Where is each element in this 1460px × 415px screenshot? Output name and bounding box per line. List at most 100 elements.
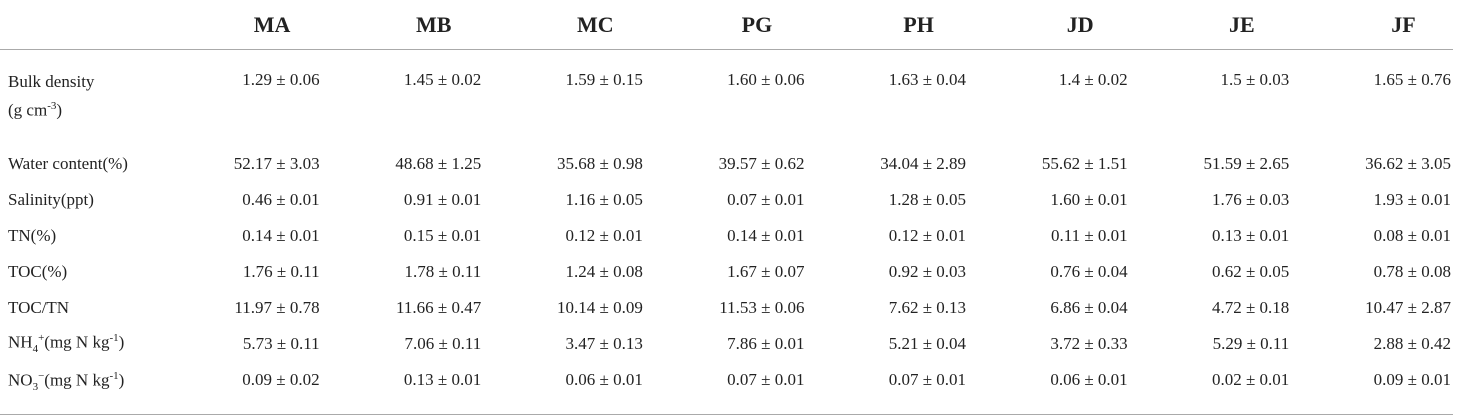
label-sup: − bbox=[38, 370, 45, 382]
cell: 52.17 ± 3.03 bbox=[233, 154, 320, 173]
column-header-text: MC bbox=[577, 11, 614, 37]
cell: 36.62 ± 3.05 bbox=[1365, 154, 1451, 173]
label-text: NH bbox=[8, 333, 33, 353]
row-label: TOC(%) bbox=[8, 262, 68, 281]
label-sub: 3 bbox=[32, 381, 39, 394]
cell: 11.66 ± 0.47 bbox=[396, 298, 482, 317]
cell: 0.12 ± 0.01 bbox=[888, 226, 967, 245]
cell: 0.12 ± 0.01 bbox=[565, 226, 643, 245]
column-header-text: MA bbox=[253, 11, 291, 37]
cell: 1.60 ± 0.06 bbox=[727, 70, 805, 89]
cell: 7.86 ± 0.01 bbox=[727, 334, 805, 353]
cell: 4.72 ± 0.18 bbox=[1211, 298, 1290, 317]
cell: 1.65 ± 0.76 bbox=[1373, 70, 1451, 89]
label-text: (g cm bbox=[8, 100, 48, 120]
label-sub: 4 bbox=[32, 343, 39, 356]
cell: 0.46 ± 0.01 bbox=[242, 190, 320, 209]
cell: 1.76 ± 0.03 bbox=[1211, 190, 1290, 209]
cell: 1.60 ± 0.01 bbox=[1050, 190, 1128, 209]
cell: 0.13 ± 0.01 bbox=[1211, 226, 1290, 245]
cell: 1.28 ± 0.05 bbox=[888, 190, 967, 209]
cell: 35.68 ± 0.98 bbox=[557, 154, 643, 173]
row-label: Salinity(ppt) bbox=[8, 190, 94, 209]
label-sup: -3 bbox=[47, 100, 57, 112]
column-header: PH bbox=[806, 0, 969, 50]
label-sup: -1 bbox=[109, 370, 119, 382]
cell: 0.07 ± 0.01 bbox=[806, 362, 969, 415]
cell: 0.13 ± 0.01 bbox=[321, 362, 484, 415]
row: TOC/TN 11.97 ± 0.78 11.66 ± 0.47 10.14 ± 0.… bbox=[0, 290, 1453, 326]
column-header-text: JE bbox=[1228, 11, 1255, 37]
column-header: JE bbox=[1129, 0, 1292, 50]
cell: 5.21 ± 0.04 bbox=[888, 334, 967, 353]
column-header-text: PH bbox=[903, 11, 934, 37]
cell: 0.11 ± 0.01 bbox=[1050, 226, 1128, 245]
cell: 3.72 ± 0.33 bbox=[1050, 334, 1128, 353]
cell: 6.86 ± 0.04 bbox=[1050, 298, 1128, 317]
row-label: TN(%) bbox=[8, 226, 57, 245]
column-header: MA bbox=[160, 0, 322, 50]
cell: 1.63 ± 0.04 bbox=[888, 70, 967, 89]
cell: 55.62 ± 1.51 bbox=[1041, 154, 1128, 173]
row: Salinity(ppt) 0.46 ± 0.01 0.91 ± 0.01 1.16 … bbox=[0, 182, 1453, 218]
column-header-text: PG bbox=[741, 11, 773, 37]
column-header-text: JD bbox=[1066, 11, 1094, 37]
row-label: Water content(%) bbox=[8, 154, 128, 173]
cell: 1.45 ± 0.02 bbox=[403, 70, 482, 89]
cell: 0.14 ± 0.01 bbox=[242, 226, 320, 245]
label-text: (mg N kg bbox=[44, 370, 110, 390]
cell: 0.02 ± 0.01 bbox=[1129, 362, 1292, 415]
cell: 48.68 ± 1.25 bbox=[395, 154, 482, 173]
cell: 1.24 ± 0.08 bbox=[565, 262, 643, 281]
cell: 0.06 ± 0.01 bbox=[483, 362, 645, 415]
cell: 1.76 ± 0.11 bbox=[242, 262, 320, 281]
cell: 0.08 ± 0.01 bbox=[1373, 226, 1451, 245]
cell: 0.15 ± 0.01 bbox=[403, 226, 482, 245]
cell: 0.07 ± 0.01 bbox=[727, 190, 805, 209]
row: NO3−(mg N kg-1) 0.09 ± 0.02 0.13 ± 0.01 0.0… bbox=[0, 362, 1453, 415]
cell: 1.29 ± 0.06 bbox=[242, 70, 320, 89]
label-sup: -1 bbox=[109, 332, 119, 345]
label-text: ) bbox=[56, 100, 63, 120]
corner bbox=[0, 0, 161, 50]
row-label: Bulk density (g cm-3) bbox=[0, 50, 160, 147]
cell: 3.47 ± 0.13 bbox=[565, 334, 643, 353]
row: TN(%) 0.14 ± 0.01 0.15 ± 0.01 0.12 ± 0.01 0.… bbox=[0, 218, 1453, 254]
label-sup: + bbox=[38, 332, 45, 345]
column-header: JF bbox=[1291, 0, 1453, 50]
row: Water content(%) 52.17 ± 3.03 48.68 ± 1.25… bbox=[0, 146, 1453, 182]
cell: 39.57 ± 0.62 bbox=[718, 154, 805, 173]
cell: 0.78 ± 0.08 bbox=[1373, 262, 1451, 281]
label-text: (mg N kg bbox=[44, 333, 110, 353]
cell: 7.62 ± 0.13 bbox=[888, 298, 967, 317]
cell: 51.59 ± 2.65 bbox=[1203, 154, 1290, 173]
cell: 1.78 ± 0.11 bbox=[404, 262, 482, 281]
label-text: NO bbox=[8, 370, 33, 390]
cell: 0.76 ± 0.04 bbox=[1050, 262, 1128, 281]
row: Bulk density (g cm-3) 1.29 ± 0.06 1.45 ± 0.… bbox=[0, 50, 1453, 147]
row: TOC(%) 1.76 ± 0.11 1.78 ± 0.11 1.24 ± 0.08 1… bbox=[0, 254, 1453, 290]
cell: 5.29 ± 0.11 bbox=[1212, 334, 1290, 353]
cell: 0.91 ± 0.01 bbox=[403, 190, 482, 209]
cell: 34.04 ± 2.89 bbox=[880, 154, 967, 173]
cell: 11.97 ± 0.78 bbox=[234, 298, 320, 317]
cell: 0.62 ± 0.05 bbox=[1211, 262, 1290, 281]
cell: 1.59 ± 0.15 bbox=[565, 70, 643, 89]
row-label: NO3−(mg N kg-1) bbox=[0, 362, 161, 415]
column-header: MB bbox=[321, 0, 484, 50]
cell: 10.14 ± 0.09 bbox=[557, 298, 643, 317]
column-header: PG bbox=[644, 0, 807, 50]
cell: 0.14 ± 0.01 bbox=[727, 226, 805, 245]
label-text: ) bbox=[118, 333, 125, 353]
cell: 1.4 ± 0.02 bbox=[1058, 70, 1128, 89]
cell: 2.88 ± 0.42 bbox=[1373, 334, 1451, 353]
cell: 0.06 ± 0.01 bbox=[968, 362, 1130, 415]
label-text: ) bbox=[118, 370, 125, 390]
cell: 0.07 ± 0.01 bbox=[644, 362, 807, 415]
column-header-text: JF bbox=[1391, 11, 1416, 37]
cell: 1.67 ± 0.07 bbox=[727, 262, 805, 281]
column-header: JD bbox=[968, 0, 1130, 50]
cell: 1.93 ± 0.01 bbox=[1373, 190, 1451, 209]
